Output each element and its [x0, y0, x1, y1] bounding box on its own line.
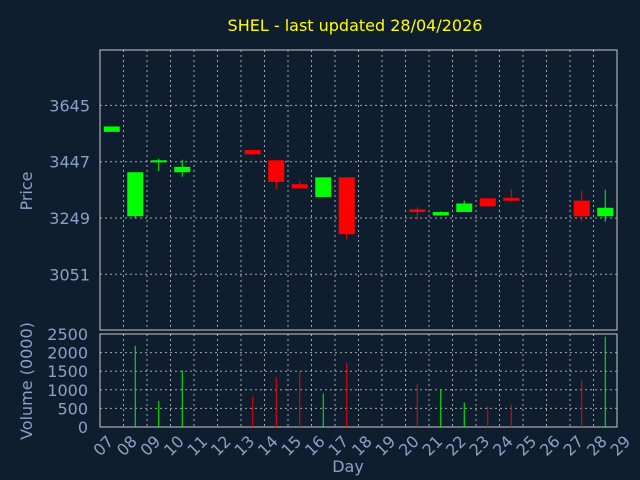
volume-tick-label: 2500 [47, 325, 88, 344]
candle-up [127, 172, 144, 217]
candle-down [479, 198, 496, 207]
candle-down [338, 177, 355, 235]
candle-down [503, 197, 520, 201]
candle-up [432, 212, 449, 216]
candle-up [103, 126, 120, 132]
volume-tick-label: 1000 [47, 381, 88, 400]
chart-title: SHEL - last updated 28/04/2026 [228, 16, 483, 35]
candle-up [315, 177, 332, 197]
volume-axis-label: Volume (0000) [17, 322, 36, 440]
grid-lines [99, 50, 618, 428]
candle-down [573, 200, 590, 217]
price-tick-label: 3051 [49, 265, 90, 284]
candle-down [409, 209, 426, 213]
candle-up [150, 160, 167, 163]
candle-down [291, 184, 308, 189]
price-axis-label: Price [17, 171, 36, 210]
volume-series [134, 336, 606, 427]
price-tick-label: 3447 [49, 153, 90, 172]
candle-down [268, 160, 285, 182]
volume-tick-label: 2000 [47, 344, 88, 363]
candle-down [244, 150, 261, 155]
volume-tick-label: 0 [78, 418, 88, 437]
candle-up [456, 203, 473, 213]
x-axis-ticks: 0708091011121314151617181920212223242526… [89, 432, 634, 460]
price-tick-label: 3645 [49, 96, 90, 115]
volume-tick-label: 500 [57, 399, 88, 418]
candle-up [174, 166, 191, 173]
x-tick-label: 29 [606, 432, 634, 460]
candlestick-series [103, 126, 614, 240]
volume-tick-label: 1500 [47, 362, 88, 381]
price-tick-label: 3249 [49, 209, 90, 228]
candle-up [597, 207, 614, 217]
x-axis-label: Day [332, 457, 364, 476]
price-axis-ticks: 3051 3249 3447 3645 [49, 96, 90, 284]
